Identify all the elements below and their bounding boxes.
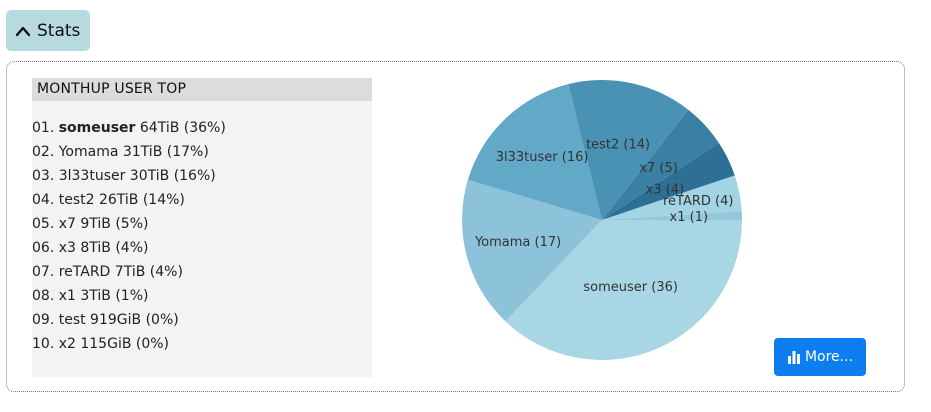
user-stat: 30TiB (16%) [125, 168, 216, 184]
user-name: Yomama [58, 144, 119, 160]
user-stat: 3TiB (1%) [75, 288, 149, 304]
user-top-item: 08. x1 3TiB (1%) [32, 288, 372, 312]
user-top-item: 04. test2 26TiB (14%) [32, 192, 372, 216]
stats-panel [6, 61, 905, 392]
pie-slice-retard [602, 175, 742, 220]
pie-label-3l33tuser: 3l33tuser (16) [496, 150, 589, 165]
user-name: reTARD [58, 264, 111, 280]
user-name: test [58, 312, 86, 328]
user-name: x3 [58, 240, 76, 256]
user-top-item: 09. test 919GiB (0%) [32, 312, 372, 336]
user-stat: 31TiB (17%) [118, 144, 209, 160]
pie-slice-test2 [568, 80, 689, 220]
user-rank: 09. [32, 312, 59, 328]
user-top-item: 05. x7 9TiB (5%) [32, 216, 372, 240]
user-rank: 07. [32, 264, 59, 280]
user-name: x2 [58, 336, 76, 352]
user-top-item: 06. x3 8TiB (4%) [32, 240, 372, 264]
pie-slice-x1 [602, 210, 742, 220]
user-top-list: MONTHUP USER TOP 01. someuser 64TiB (36%… [32, 78, 372, 377]
user-rank: 01. [32, 120, 59, 136]
stats-toggle-label: Stats [37, 20, 81, 41]
user-rank: 10. [32, 336, 59, 352]
user-top-items: 01. someuser 64TiB (36%) 02. Yomama 31TiB… [32, 101, 372, 360]
user-top-title: MONTHUP USER TOP [32, 78, 372, 101]
more-button-label: More... [804, 349, 854, 365]
user-name: x1 [58, 288, 76, 304]
user-rank: 06. [32, 240, 59, 256]
stats-toggle-button[interactable]: Stats [6, 10, 90, 51]
user-stat: 919GiB (0%) [85, 312, 179, 328]
user-rank: 04. [32, 192, 59, 208]
user-name: test2 [58, 192, 95, 208]
user-top-item: 10. x2 115GiB (0%) [32, 336, 372, 360]
pie-chart: someuser (36) Yomama (17) 3l33tuser (16)te… [462, 80, 742, 360]
user-stat: 9TiB (5%) [75, 216, 149, 232]
pie-slice-yomama [462, 179, 602, 322]
user-top-item: 03. 3l33tuser 30TiB (16%) [32, 168, 372, 192]
user-top-item: 07. reTARD 7TiB (4%) [32, 264, 372, 288]
pie-slice-x7 [602, 109, 719, 220]
user-name: 3l33tuser [58, 168, 126, 184]
user-top-item: 02. Yomama 31TiB (17%) [32, 144, 372, 168]
user-stat: 7TiB (4%) [110, 264, 183, 280]
user-top-item: 01. someuser 64TiB (36%) [32, 120, 372, 144]
user-rank: 03. [32, 168, 59, 184]
user-stat: 64TiB (36%) [135, 120, 226, 136]
user-name: x7 [58, 216, 76, 232]
user-rank: 08. [32, 288, 59, 304]
user-stat: 8TiB (4%) [75, 240, 149, 256]
pie-label-x1: x1 (1) [670, 210, 709, 225]
pie-label-x7: x7 (5) [639, 161, 678, 176]
bar-chart-icon [787, 351, 800, 364]
pie-slice-x3 [602, 142, 735, 220]
chevron-up-icon [15, 26, 31, 36]
user-name: someuser [58, 120, 136, 136]
pie-label-someuser: someuser (36) [583, 280, 678, 295]
pie-label-retard: reTARD (4) [663, 194, 733, 209]
more-button[interactable]: More... [774, 338, 866, 376]
user-rank: 05. [32, 216, 59, 232]
pie-slice-someuser [505, 220, 742, 360]
user-rank: 02. [32, 144, 59, 160]
pie-label-test2: test2 (14) [586, 138, 650, 153]
pie-slice-3l33tuser [467, 84, 602, 220]
pie-label-x3: x3 (4) [646, 182, 685, 197]
user-stat: 115GiB (0%) [75, 336, 170, 352]
user-stat: 26TiB (14%) [94, 192, 185, 208]
pie-label-yomama: Yomama (17) [474, 235, 561, 250]
